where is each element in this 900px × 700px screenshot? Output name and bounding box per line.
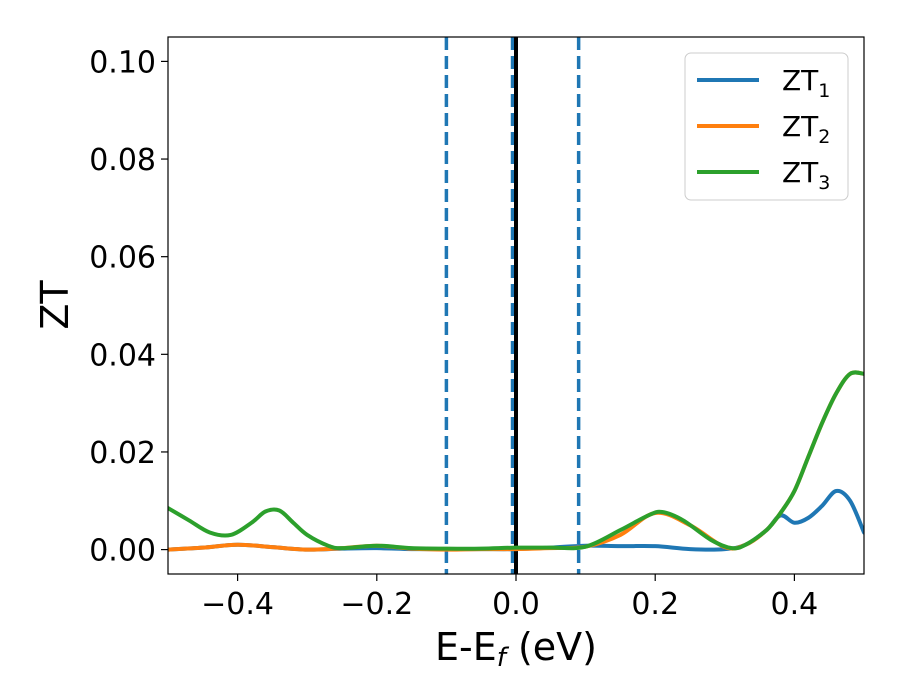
x-tick-label: −0.4 — [201, 587, 274, 622]
series-line-zt3 — [168, 370, 864, 551]
legend-box — [684, 52, 849, 201]
y-axis-label: ZT — [33, 280, 77, 330]
legend-label-zt1: ZT1 — [782, 64, 830, 102]
legend-label-zt2: ZT2 — [782, 110, 830, 148]
y-tick-label: 0.04 — [89, 338, 156, 373]
x-tick-label: 0.0 — [492, 587, 540, 622]
legend-label-zt3: ZT3 — [782, 156, 830, 194]
legend: ZT1 ZT2 ZT3 — [684, 52, 849, 201]
x-axis: −0.4 −0.2 0.0 0.2 0.4 — [201, 574, 818, 622]
x-axis-label: E-Ef (eV) — [435, 625, 597, 673]
y-axis: 0.00 0.02 0.04 0.06 0.08 0.10 — [89, 45, 168, 569]
y-tick-label: 0.10 — [89, 45, 156, 80]
y-tick-label: 0.06 — [89, 241, 156, 276]
x-tick-label: −0.2 — [340, 587, 413, 622]
x-tick-label: 0.2 — [631, 587, 679, 622]
y-tick-label: 0.00 — [89, 534, 156, 569]
vertical-lines — [444, 37, 581, 574]
y-tick-label: 0.02 — [89, 436, 156, 471]
x-tick-label: 0.4 — [771, 587, 819, 622]
y-tick-label: 0.08 — [89, 143, 156, 178]
series-lines — [168, 370, 864, 552]
